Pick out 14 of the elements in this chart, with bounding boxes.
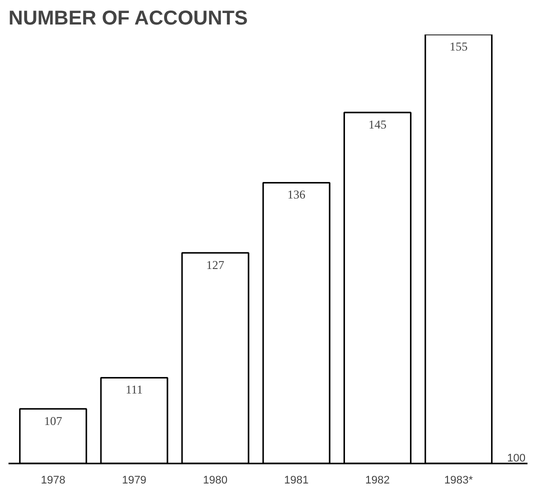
annotation: 100 <box>507 452 526 464</box>
data-label: 155 <box>450 40 468 54</box>
data-label: 136 <box>287 188 306 202</box>
x-tick-label: 1979 <box>122 474 146 486</box>
x-tick-label: 1983* <box>444 474 474 486</box>
chart-title: NUMBER OF ACCOUNTS <box>8 8 248 30</box>
data-label: 145 <box>368 118 386 132</box>
data-label: 107 <box>44 414 62 428</box>
x-tick-label: 1982 <box>365 474 390 486</box>
x-tick-label: 1980 <box>203 474 228 486</box>
data-label: 111 <box>126 382 143 397</box>
x-tick-label: 1978 <box>40 474 66 486</box>
x-tick-label: 1981 <box>284 474 309 486</box>
data-label: 127 <box>206 258 224 272</box>
